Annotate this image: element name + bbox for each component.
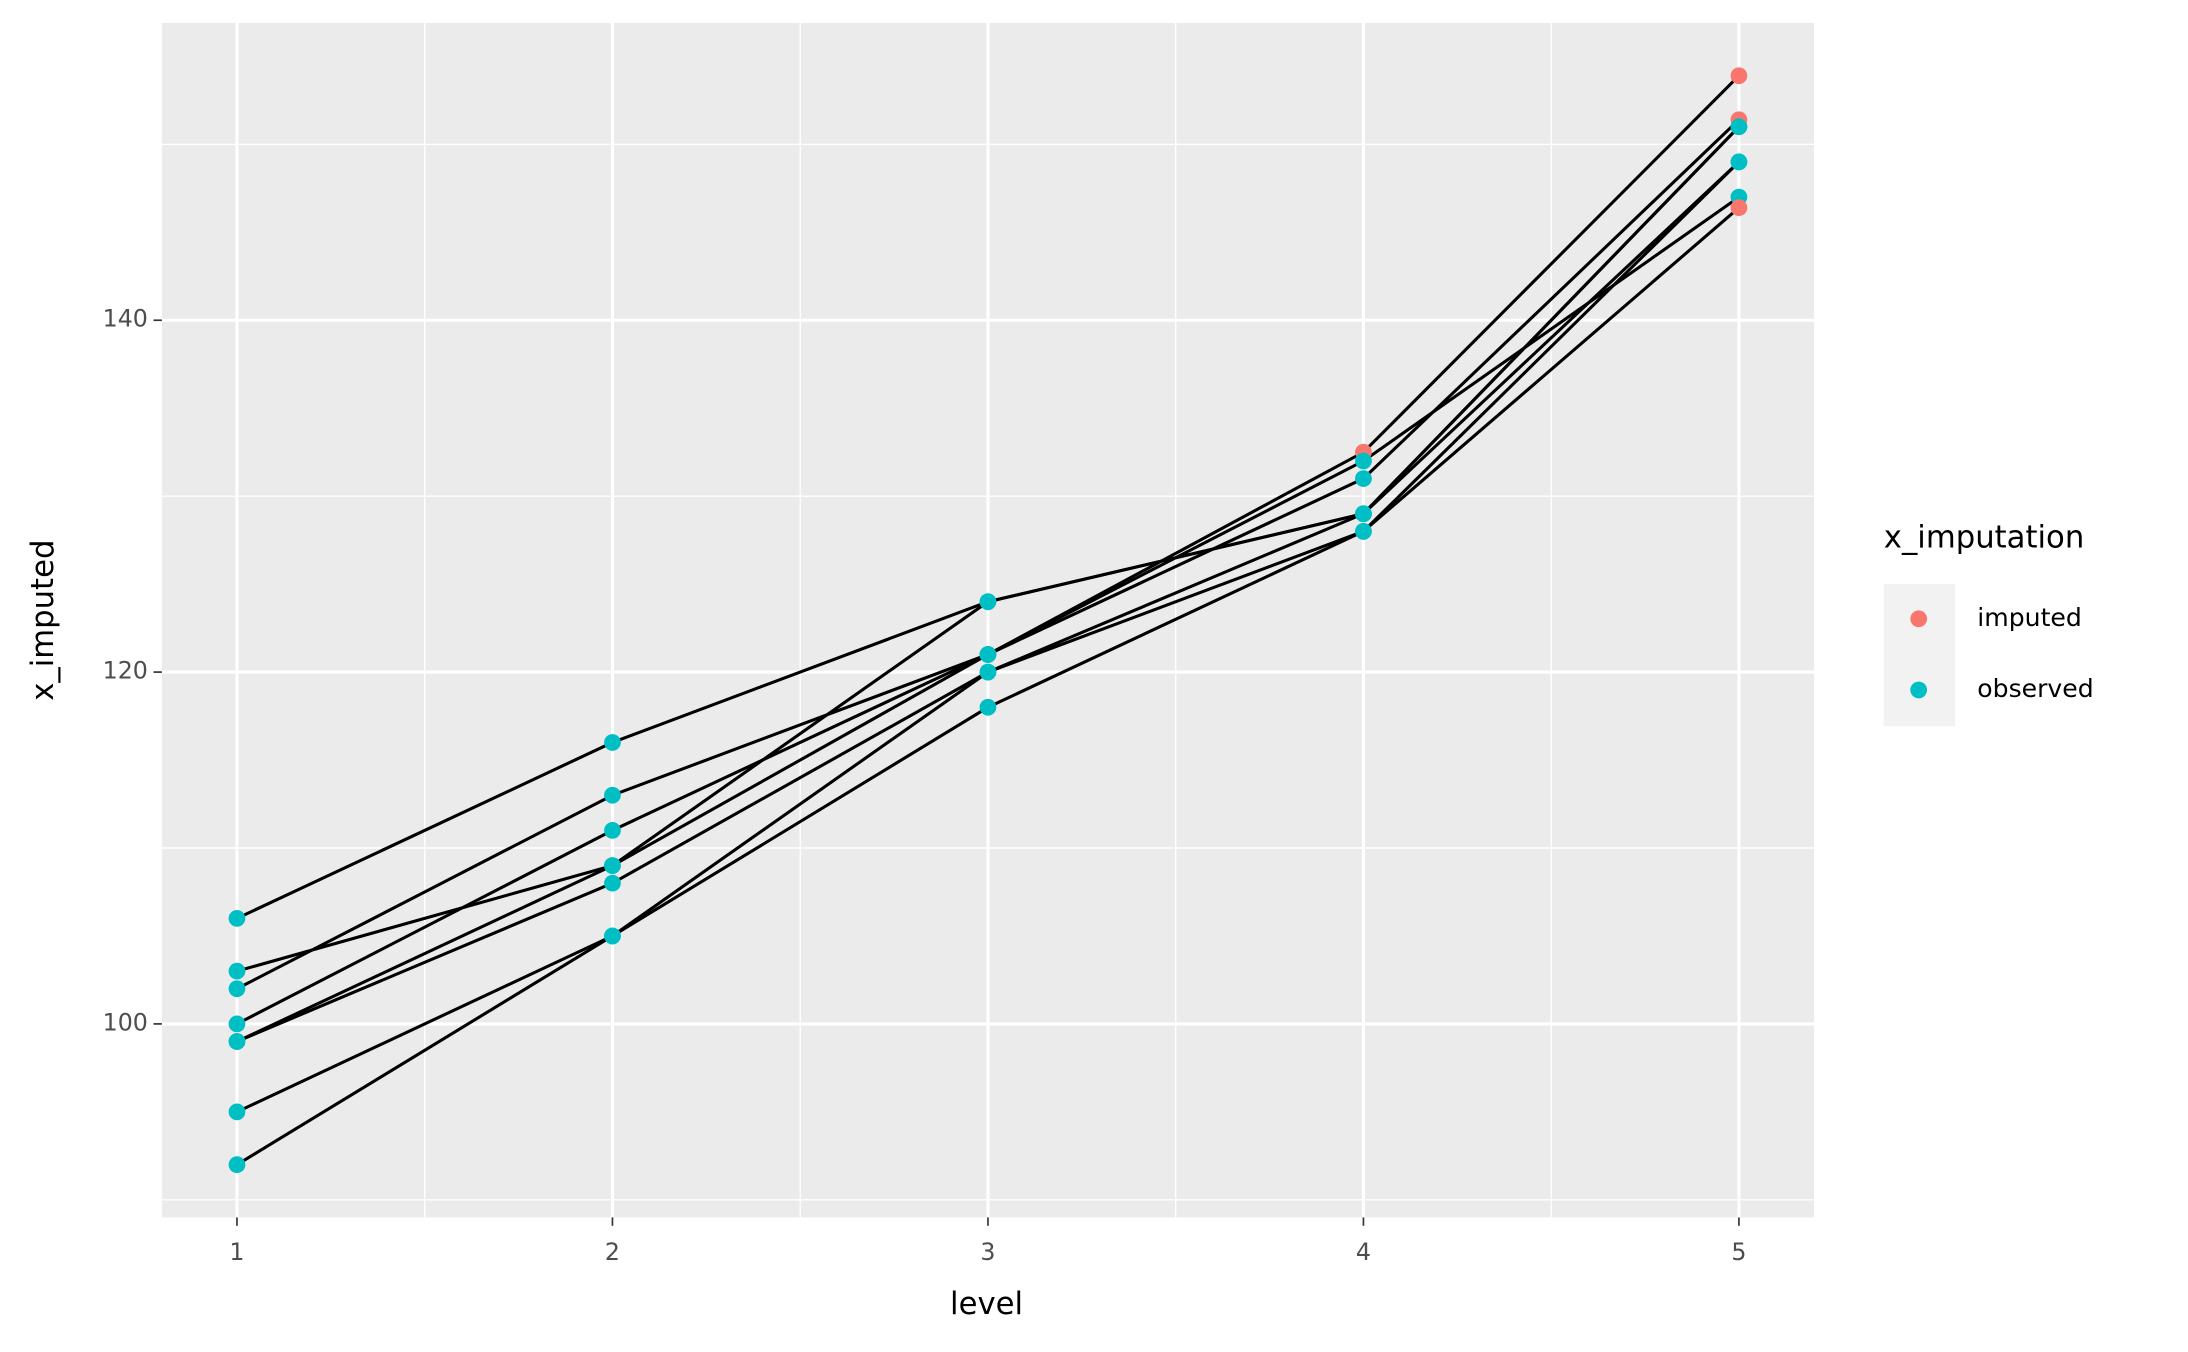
x-tick-label: 1 (229, 1238, 244, 1266)
point (1355, 522, 1372, 540)
x-axis-title: level (950, 1287, 1023, 1322)
point (979, 698, 997, 716)
point (1730, 153, 1748, 171)
x-tick-label: 3 (980, 1238, 995, 1266)
x-tick-label: 5 (1731, 1238, 1746, 1266)
point (1730, 118, 1748, 136)
y-axis-title: x_imputed (26, 540, 61, 701)
point (228, 1015, 246, 1033)
legend-label: observed (1977, 674, 2093, 703)
x-tick-label: 4 (1356, 1238, 1371, 1266)
point (979, 663, 997, 681)
point (604, 874, 621, 892)
point (979, 593, 997, 611)
point (604, 927, 621, 945)
point (1355, 470, 1372, 487)
point (228, 1033, 246, 1050)
point (228, 909, 246, 927)
legend-key-background (1883, 583, 1955, 727)
point (604, 822, 621, 839)
point (228, 962, 246, 980)
point (1355, 505, 1372, 523)
x-tick-label: 2 (605, 1238, 620, 1266)
y-tick-label: 120 (103, 657, 148, 685)
point (604, 857, 621, 874)
point (1730, 67, 1748, 85)
point (604, 786, 621, 804)
point (228, 1156, 246, 1174)
point (604, 734, 621, 751)
point (979, 646, 997, 663)
point (1355, 452, 1372, 470)
y-tick-label: 100 (103, 1008, 148, 1036)
legend-label: imputed (1977, 603, 2082, 632)
legend-key (1910, 681, 1928, 699)
legend-key (1910, 610, 1928, 628)
point (228, 1103, 246, 1121)
point (228, 980, 246, 998)
y-tick-label: 140 (103, 305, 148, 333)
point (1730, 199, 1748, 217)
legend-title: x_imputation (1884, 521, 2084, 556)
